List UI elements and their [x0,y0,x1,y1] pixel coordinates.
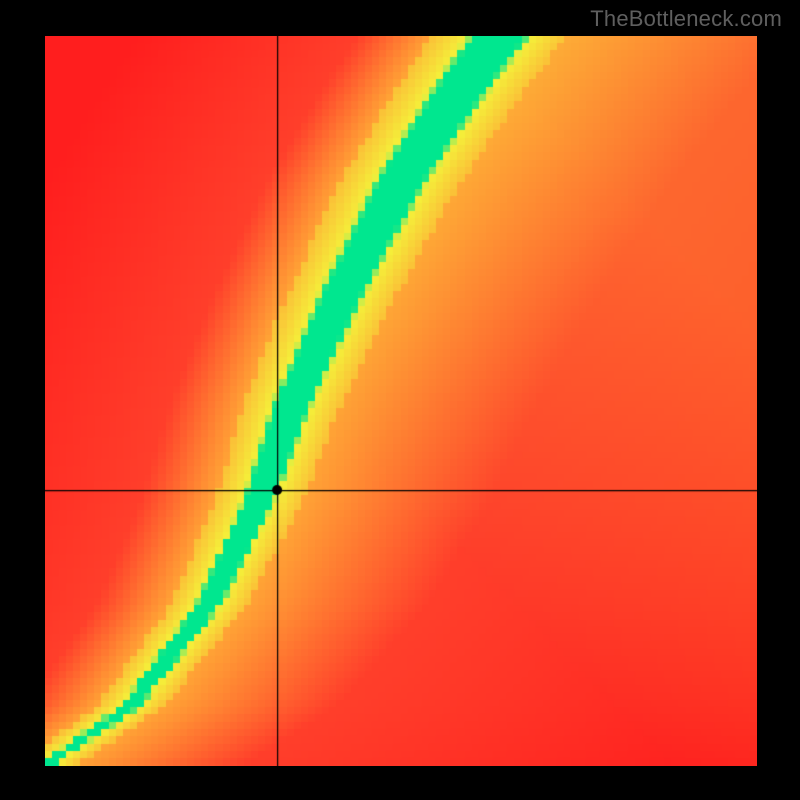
chart-container: TheBottleneck.com [0,0,800,800]
watermark-text: TheBottleneck.com [590,6,782,32]
bottleneck-heatmap [45,36,757,766]
